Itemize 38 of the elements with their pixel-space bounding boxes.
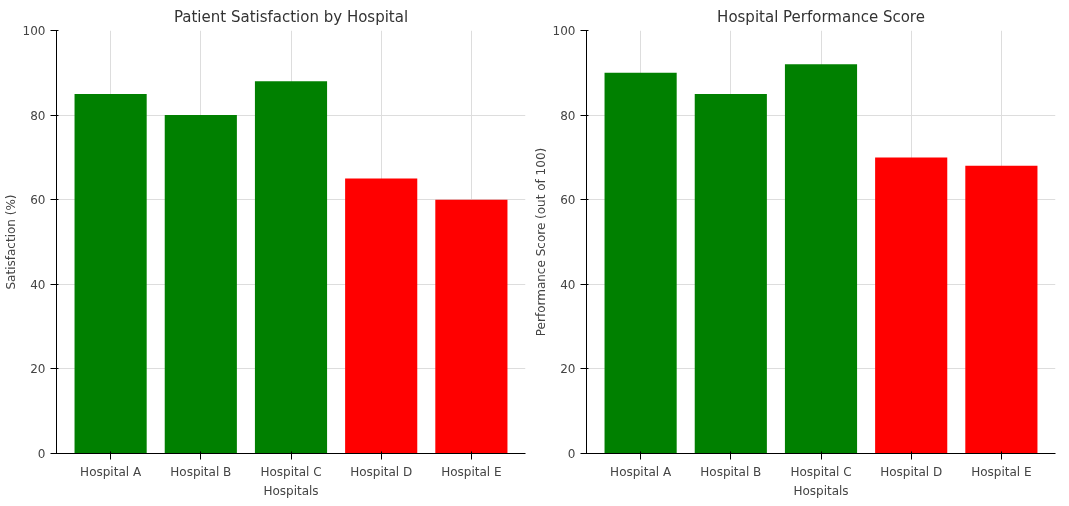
y-tick-label: 60 [30,193,46,208]
x-tick-label: Hospital D [350,464,413,479]
chart-title: Patient Satisfaction by Hospital [173,7,409,26]
x-tick-label: Hospital E [441,464,502,479]
y-tick-label: 60 [560,193,576,208]
bar [604,72,677,454]
y-tick-label: 20 [560,362,576,377]
x-tick-label: Hospital B [170,464,232,479]
y-axis-title: Satisfaction (%) [3,194,18,290]
y-tick-label: 40 [30,277,46,292]
chart-title: Hospital Performance Score [717,7,925,26]
x-axis-title: Hospitals [263,483,319,498]
y-tick-label: 80 [560,108,576,123]
x-tick-label: Hospital A [610,464,672,479]
x-axis-title: Hospitals [793,483,849,498]
y-tick-label: 0 [37,447,46,461]
x-tick-label: Hospital E [971,464,1032,479]
bar [435,199,508,454]
y-tick-label: 0 [567,447,576,461]
bar [345,178,418,454]
bar [694,93,767,454]
y-tick-label: 100 [552,24,576,38]
y-axis-title: Performance Score (out of 100) [533,147,548,337]
y-tick-label: 80 [30,108,46,123]
x-tick-label: Hospital B [700,464,762,479]
y-tick-label: 20 [30,362,46,377]
x-tick-label: Hospital A [80,464,142,479]
y-tick-label: 40 [560,277,576,292]
bar [164,115,237,454]
bar [784,64,858,454]
bar [875,157,948,454]
bar [74,93,147,454]
bar [254,81,328,454]
x-tick-label: Hospital D [880,464,943,479]
y-tick-label: 100 [22,24,46,38]
bar [965,165,1038,454]
x-tick-label: Hospital C [790,464,852,479]
x-tick-label: Hospital C [260,464,322,479]
